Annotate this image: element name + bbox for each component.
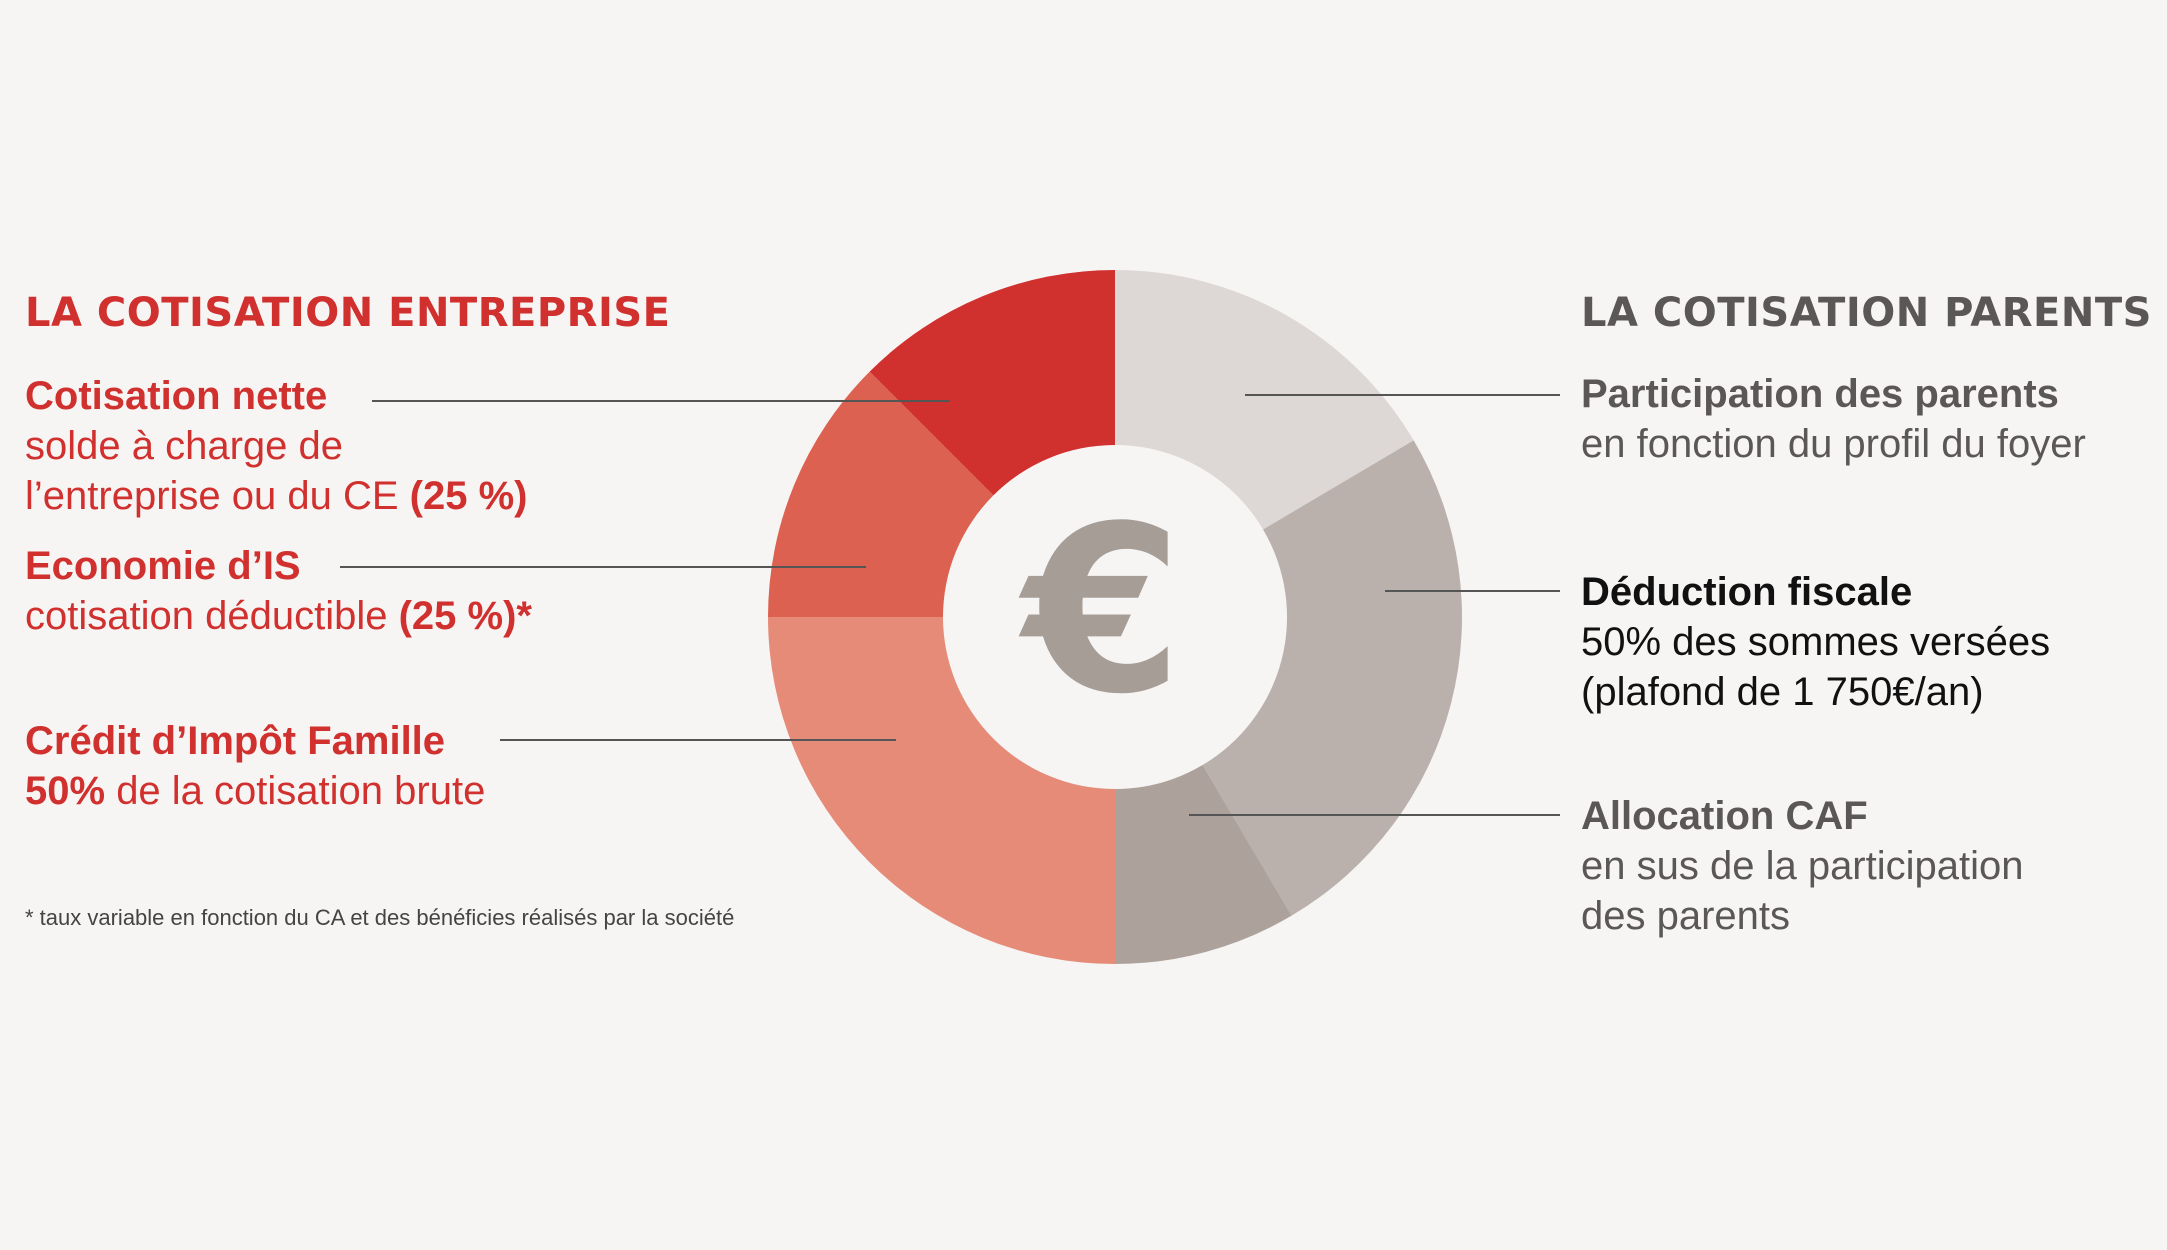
item-line: en fonction du profil du foyer <box>1581 422 2086 466</box>
item-allocation-caf: Allocation CAF en sus de la participatio… <box>1581 791 2024 941</box>
item-pct: (25 %) <box>409 474 528 518</box>
item-line: solde à charge de <box>25 424 344 468</box>
item-title: Allocation CAF <box>1581 794 1868 838</box>
donut-slice-4 <box>768 617 1115 964</box>
item-credit-impot: Crédit d’Impôt Famille 50% de la cotisat… <box>25 716 485 816</box>
item-pct: (25 %)* <box>398 594 532 638</box>
item-line: l’entreprise ou du CE (25 %) <box>25 474 528 518</box>
item-cotisation-nette: Cotisation nette solde à charge de l’ent… <box>25 371 527 521</box>
donut-slice-3 <box>1115 765 1292 964</box>
item-line: (plafond de 1 750€/an) <box>1581 670 1984 714</box>
donut-slice-6 <box>869 270 1115 496</box>
item-bold-prefix: 50% <box>25 769 106 813</box>
item-title: Crédit d’Impôt Famille <box>25 719 446 763</box>
item-line: en sus de la participation <box>1581 844 2024 888</box>
item-title: Déduction fiscale <box>1581 570 1913 614</box>
footnote: * taux variable en fonction du CA et des… <box>25 905 735 930</box>
left-heading: LA COTISATION ENTREPRISE <box>25 290 671 336</box>
item-title: Economie d’IS <box>25 544 301 588</box>
donut-slice-2 <box>1202 440 1462 916</box>
euro-symbol: € <box>1018 478 1183 745</box>
donut-slice-5 <box>768 371 994 617</box>
right-heading: LA COTISATION PARENTS <box>1581 290 2152 336</box>
item-line: 50% des sommes versées <box>1581 620 2051 664</box>
item-participation: Participation des parents en fonction du… <box>1581 369 2086 469</box>
item-title: Cotisation nette <box>25 374 328 418</box>
item-title: Participation des parents <box>1581 372 2059 416</box>
item-economie-is: Economie d’IS cotisation déductible (25 … <box>25 541 532 641</box>
item-deduction-fiscale: Déduction fiscale 50% des sommes versées… <box>1581 567 2050 717</box>
donut-slice-1 <box>1115 270 1414 530</box>
item-line: 50% de la cotisation brute <box>25 769 486 813</box>
item-line: des parents <box>1581 894 1791 938</box>
item-line: cotisation déductible (25 %)* <box>25 594 532 638</box>
